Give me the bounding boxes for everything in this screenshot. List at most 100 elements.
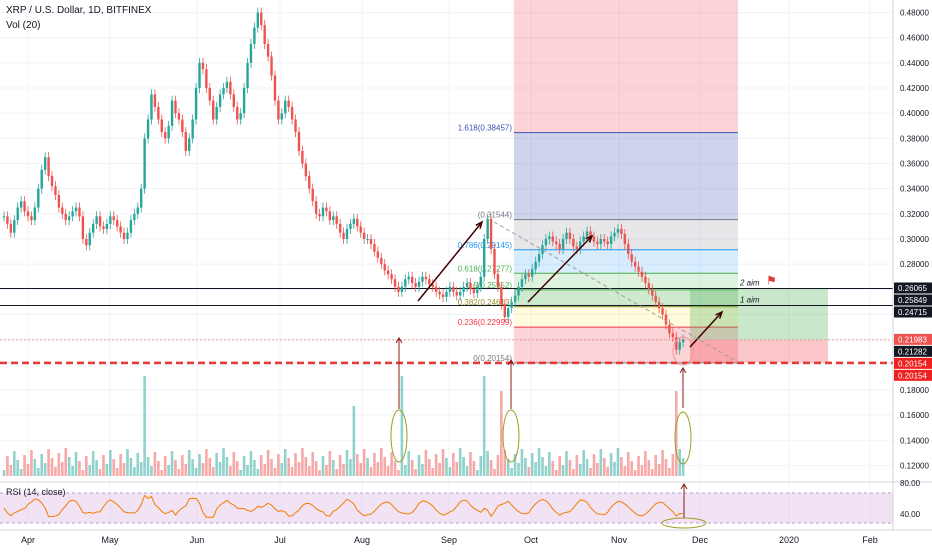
price-badge <box>894 306 932 318</box>
price-badge-label: 0.21983 <box>898 335 927 344</box>
time-tick-label: Jul <box>274 535 286 545</box>
volume-bar <box>143 376 146 476</box>
volume-bar <box>19 469 23 476</box>
candle <box>338 223 342 233</box>
volume-bar <box>500 391 503 476</box>
fib-level-label: (0.31544) <box>478 211 513 220</box>
candle <box>527 274 530 277</box>
candle <box>136 207 139 214</box>
volume-bar <box>386 466 390 476</box>
arrow-head <box>679 367 687 374</box>
candle <box>242 88 246 114</box>
candle <box>627 244 630 255</box>
volume-bar <box>314 461 318 476</box>
volume-bar <box>249 451 253 476</box>
volume-bar <box>37 468 40 476</box>
rsi-tick-label: 80.00 <box>900 479 921 488</box>
volume-bar <box>417 455 421 476</box>
fib-level-label: 0.236(0.22999) <box>458 318 513 327</box>
volume-bar <box>6 456 9 476</box>
candle <box>30 216 33 221</box>
volume-bar <box>517 463 520 476</box>
volume-bar <box>170 451 174 476</box>
candle <box>43 157 47 170</box>
volume-bar <box>91 451 95 476</box>
candle <box>208 88 211 101</box>
candle <box>16 207 19 221</box>
candle <box>366 239 369 240</box>
candle <box>122 232 126 239</box>
candle <box>177 113 181 120</box>
arrow-head <box>507 359 515 366</box>
volume-bar <box>105 464 109 476</box>
candle <box>342 232 345 239</box>
volume-bar <box>146 457 150 476</box>
candle <box>191 119 194 139</box>
candle <box>78 207 81 217</box>
volume-bar <box>572 469 575 476</box>
volume-bar <box>431 468 435 476</box>
volume-bar <box>198 454 201 476</box>
candle <box>493 249 496 275</box>
price-tick-label: 0.36000 <box>900 160 929 169</box>
candle <box>671 333 675 338</box>
candle <box>647 283 651 290</box>
candle <box>681 339 685 343</box>
volume-bar <box>455 462 459 476</box>
candle <box>143 138 146 189</box>
volume-bar <box>544 466 548 476</box>
candle <box>88 232 91 246</box>
candle <box>212 100 215 120</box>
volume-bar <box>661 450 664 476</box>
volume-bar <box>616 448 620 476</box>
candle <box>369 239 373 245</box>
candle <box>301 150 304 164</box>
candle <box>414 283 417 287</box>
volume-bar <box>359 463 363 476</box>
fib-zone <box>514 306 738 328</box>
volume-bar <box>81 470 85 476</box>
candle <box>520 279 524 287</box>
volume-bar <box>373 453 376 476</box>
time-tick-label: Feb <box>862 535 878 545</box>
time-tick-label: 2020 <box>779 535 799 545</box>
candle <box>585 231 589 237</box>
volume-bar <box>119 454 122 476</box>
volume-bar <box>122 463 126 476</box>
volume-bar <box>506 459 510 476</box>
candle <box>146 119 150 139</box>
volume-bar <box>452 453 455 476</box>
candle <box>218 94 222 107</box>
volume-bar <box>253 460 256 476</box>
time-tick-label: Jun <box>190 535 205 545</box>
volume-bar <box>242 456 246 476</box>
candle <box>486 218 489 239</box>
candle <box>328 211 332 221</box>
candle <box>657 301 661 309</box>
volume-bar <box>325 465 328 476</box>
candle <box>603 239 606 242</box>
candle <box>67 216 71 221</box>
candle <box>524 274 527 280</box>
candle <box>500 286 503 305</box>
volume-bar <box>88 465 92 476</box>
volume-bar <box>479 456 483 476</box>
volume-bar <box>582 450 585 476</box>
volume-bar <box>239 470 242 476</box>
aim-label: 1 aim <box>740 295 760 304</box>
candle <box>640 271 644 277</box>
candle <box>9 223 13 233</box>
volume-bar <box>160 470 164 476</box>
candle <box>91 223 95 233</box>
candle <box>452 286 455 292</box>
volume-bar <box>592 454 596 476</box>
price-badge <box>894 345 932 357</box>
candle <box>558 244 561 250</box>
volume-bar <box>283 449 287 476</box>
volume-bar <box>229 466 232 476</box>
volume-bar <box>174 460 177 476</box>
volume-bar <box>668 468 671 476</box>
volume-bar <box>256 469 260 476</box>
volume-bar <box>194 468 198 476</box>
volume-bar <box>537 448 541 476</box>
